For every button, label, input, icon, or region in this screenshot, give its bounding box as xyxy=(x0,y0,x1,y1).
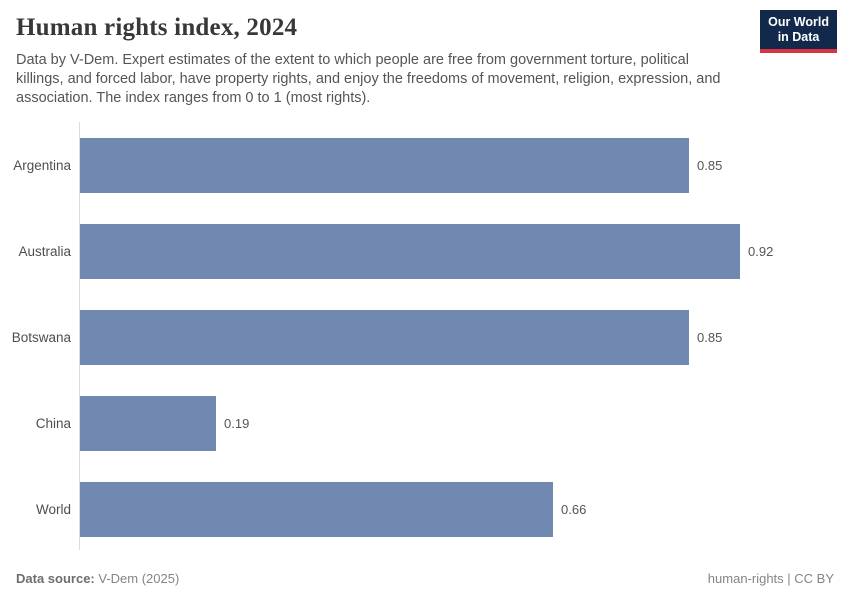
bar-row: China 0.19 xyxy=(0,396,850,451)
category-label: World xyxy=(35,502,71,517)
y-axis-line xyxy=(79,122,80,550)
chart-title: Human rights index, 2024 xyxy=(16,14,298,41)
category-label: Argentina xyxy=(13,158,71,173)
owid-logo-line2: in Data xyxy=(777,30,820,44)
data-source: Data source: V-Dem (2025) xyxy=(16,571,179,586)
data-source-label: Data source: xyxy=(16,571,95,586)
owid-logo[interactable]: Our World in Data xyxy=(760,10,837,53)
value-label: 0.19 xyxy=(224,416,250,431)
bar-row: Argentina 0.85 xyxy=(0,138,850,193)
bar-botswana[interactable] xyxy=(80,310,689,365)
chart-header: Human rights index, 2024 Data by V-Dem. … xyxy=(16,10,837,108)
bar-world[interactable] xyxy=(80,482,553,537)
bar-rows: Argentina 0.85 Australia 0.92 Botswana 0.85 Ch… xyxy=(0,138,850,537)
data-source-value: V-Dem (2025) xyxy=(94,571,180,586)
bar-row: Australia 0.92 xyxy=(0,224,850,279)
chart-subtitle: Data by V-Dem. Expert estimates of the e… xyxy=(16,52,721,107)
chart-footer: Data source: V-Dem (2025) human-rights |… xyxy=(16,571,834,586)
category-label: Botswana xyxy=(11,330,71,345)
value-label: 0.85 xyxy=(697,330,723,345)
owid-logo-line1: Our World xyxy=(768,15,829,29)
bar-row: Botswana 0.85 xyxy=(0,310,850,365)
bar-row: World 0.66 xyxy=(0,482,850,537)
bar-chart: Argentina 0.85 Australia 0.92 Botswana 0.85 Ch… xyxy=(0,122,850,550)
value-label: 0.85 xyxy=(697,158,723,173)
bar-china[interactable] xyxy=(80,396,216,451)
category-label: Australia xyxy=(18,244,71,259)
bar-australia[interactable] xyxy=(80,224,740,279)
category-label: China xyxy=(35,416,71,431)
value-label: 0.92 xyxy=(748,244,774,259)
value-label: 0.66 xyxy=(561,502,587,517)
license-note[interactable]: human-rights | CC BY xyxy=(707,571,834,586)
bar-argentina[interactable] xyxy=(80,138,689,193)
